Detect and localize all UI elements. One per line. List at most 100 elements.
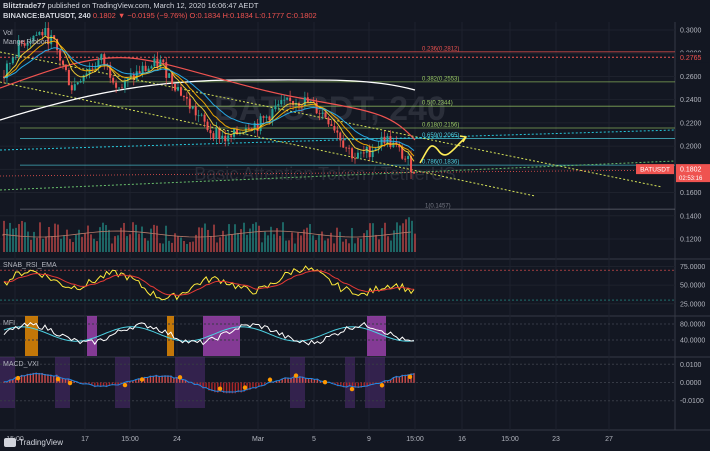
mfi-legend[interactable]: MFI: [3, 320, 16, 327]
candle-body: [126, 77, 129, 81]
time-tick-label: 27: [605, 436, 613, 443]
candle-body: [185, 96, 188, 99]
macd-histogram-bar: [372, 382, 374, 385]
price-tick-label: 0.2200: [680, 120, 702, 127]
rsi-legend[interactable]: SNAB_RSI_EMA: [3, 262, 57, 269]
macd-histogram-bar: [392, 377, 395, 383]
candle-body: [247, 128, 250, 129]
tradingview-logo[interactable]: TradingView: [4, 438, 63, 447]
macd-histogram-bar: [173, 377, 175, 383]
macd-legend[interactable]: MACD_VXI: [3, 361, 39, 368]
volume-bar: [378, 239, 380, 252]
volume-bar: [57, 224, 59, 252]
macd-histogram-bar: [193, 382, 196, 385]
ribbon-legend[interactable]: Mange Ribbon: [3, 39, 49, 46]
macd-histogram-bar: [146, 376, 149, 383]
macd-pane[interactable]: [0, 357, 675, 408]
volume-bar: [210, 236, 212, 252]
candle-body: [47, 28, 50, 45]
candle-body: [359, 152, 362, 154]
macd-histogram-bar: [94, 382, 96, 388]
mfi-line: [3, 321, 415, 346]
volume-bar: [291, 232, 293, 252]
ribbon-ema-line: [3, 47, 415, 151]
rsi-pane[interactable]: [0, 265, 675, 305]
candle-body: [120, 87, 123, 89]
volume-bar: [192, 241, 194, 252]
volume-bar: [168, 240, 170, 252]
candle-body: [410, 156, 413, 173]
candle-body: [14, 57, 17, 58]
volume-bar: [144, 238, 146, 252]
price-tick-label: 0.3000: [680, 28, 702, 35]
candle-body: [274, 105, 277, 110]
macd-histogram-bar: [152, 375, 155, 383]
candle-body: [345, 147, 348, 149]
macd-histogram-bar: [401, 374, 403, 383]
macd-histogram-bar: [196, 382, 198, 385]
volume-bar: [213, 224, 215, 252]
rsi-tick-label: 25.0000: [680, 301, 705, 308]
macd-histogram-bar: [360, 382, 362, 388]
mfi-zone: [367, 316, 386, 356]
volume-bar: [69, 239, 71, 252]
price-tag-symbol: BATUSDT: [640, 167, 670, 174]
macd-histogram-bar: [61, 377, 64, 383]
candle-body: [123, 80, 126, 89]
mfi-pane[interactable]: [0, 316, 675, 356]
macd-histogram-bar: [47, 374, 49, 383]
volume-bar: [117, 235, 119, 252]
candle-body: [215, 128, 218, 139]
macd-cross-dot: [267, 377, 273, 382]
candle-body: [236, 128, 239, 135]
macd-histogram-bar: [102, 382, 105, 387]
macd-histogram-bar: [343, 382, 345, 388]
price-pane-labels: 0.236(0.2812) 0.382(0.2553) 0.5(0.2344) 0.6…: [422, 46, 459, 209]
candle-body: [362, 152, 365, 154]
author: Blitztrade77: [3, 1, 46, 10]
volume-bar: [351, 227, 353, 252]
volume-bar: [384, 222, 386, 252]
volume-bar: [162, 243, 164, 252]
macd-histogram-bar: [237, 382, 239, 393]
tradingview-icon: [4, 438, 16, 447]
candle-body: [354, 158, 357, 160]
candle-body: [283, 99, 286, 101]
macd-histogram-bar: [246, 382, 248, 391]
volume-bar: [27, 231, 29, 252]
volume-legend[interactable]: Vol: [3, 30, 13, 37]
volume-bar: [411, 220, 413, 252]
volume-bar: [234, 224, 236, 252]
volume-bar: [216, 242, 218, 252]
macd-histogram-bar: [23, 375, 26, 383]
volume-bar: [204, 223, 206, 252]
macd-cross-dot: [242, 385, 248, 390]
macd-histogram-bar: [38, 372, 40, 383]
grid-lines: [0, 22, 710, 431]
volume-bar: [390, 240, 392, 252]
time-tick-label: 17: [81, 436, 89, 443]
macd-histogram-bar: [73, 380, 75, 383]
candle-body: [26, 42, 29, 46]
candle-body: [392, 142, 395, 148]
green-trendline: [0, 160, 675, 191]
volume-bar: [288, 240, 290, 252]
macd-histogram-bar: [217, 382, 219, 393]
macd-histogram-bar: [275, 380, 278, 383]
candle-body: [348, 147, 351, 149]
macd-histogram-bar: [214, 382, 216, 393]
macd-histogram-bar: [181, 379, 184, 383]
candle-body: [218, 128, 221, 139]
volume-bar: [153, 224, 155, 252]
macd-histogram-bar: [12, 379, 14, 383]
macd-histogram-bar: [70, 379, 73, 383]
volume-bar: [285, 240, 287, 252]
watermark-name: Basic Attention Token / TetherUS: [194, 164, 456, 184]
price-pane[interactable]: [0, 22, 675, 252]
candle-body: [35, 34, 38, 36]
volume-bar: [258, 225, 260, 252]
candle-body: [318, 113, 321, 115]
volume-bar: [93, 238, 95, 252]
macd-histogram-bar: [281, 378, 283, 383]
